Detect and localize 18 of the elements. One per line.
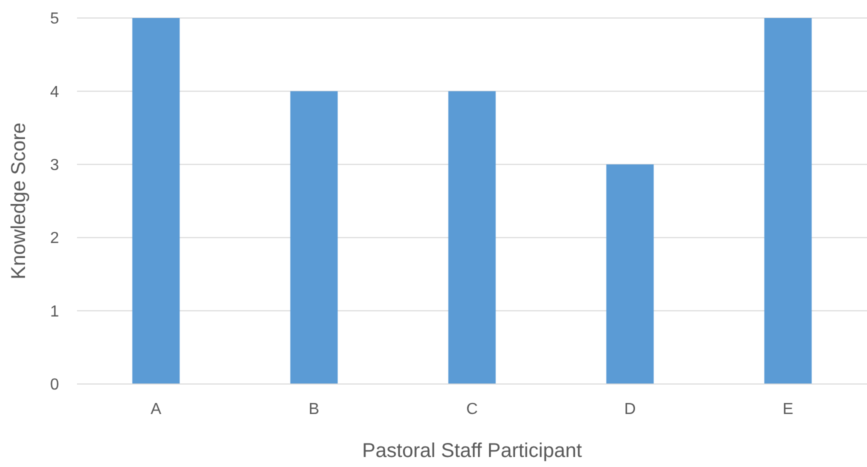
x-tick-label: A (150, 401, 162, 418)
y-tick-label: 5 (50, 10, 60, 28)
bar (132, 18, 180, 384)
y-tick-label: 1 (50, 303, 60, 320)
bar (290, 91, 338, 384)
y-tick-label: 4 (50, 84, 60, 101)
x-tick-label: D (624, 401, 636, 418)
x-axis-title: Pastoral Staff Participant (362, 440, 582, 462)
bar (448, 91, 496, 384)
y-tick-label: 0 (50, 376, 60, 394)
x-tick-label: B (308, 401, 320, 418)
bar (764, 18, 812, 384)
x-tick-label: E (782, 401, 794, 418)
y-tick-label: 2 (50, 230, 60, 248)
y-tick-label: 3 (50, 157, 60, 174)
x-tick-label: C (466, 401, 478, 418)
bar (606, 164, 654, 384)
y-axis-title: Knowledge Score (8, 122, 30, 280)
